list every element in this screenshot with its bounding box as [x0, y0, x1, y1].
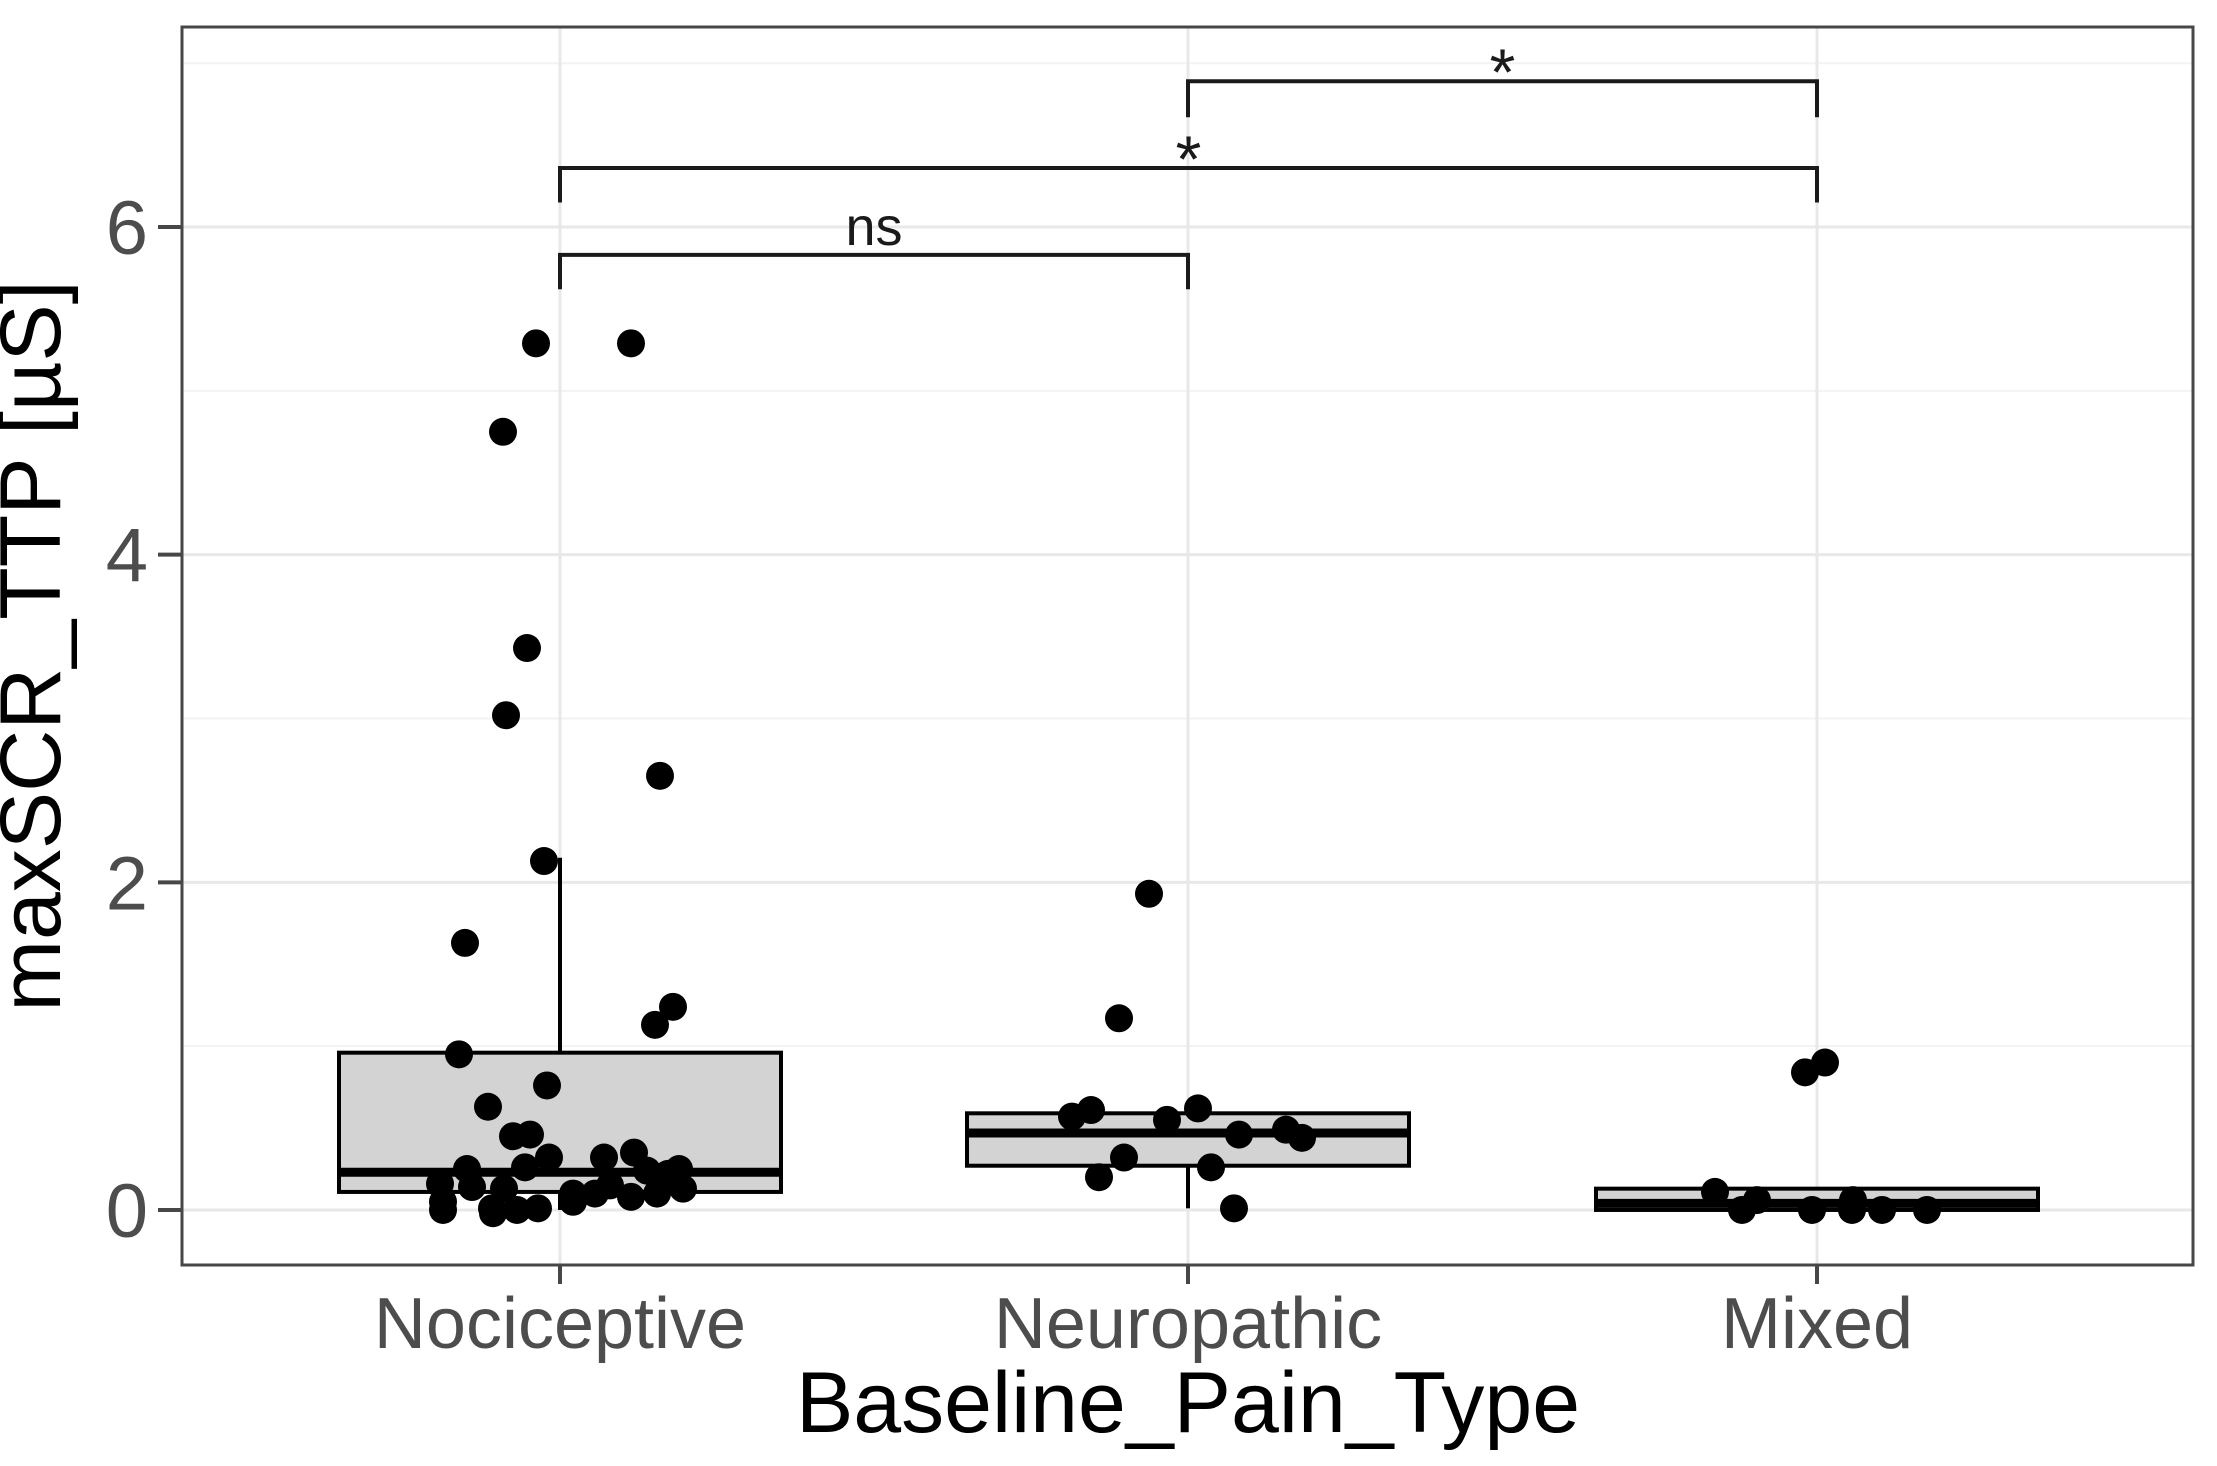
jitter-point [458, 1173, 486, 1202]
x-tick-label: Nociceptive [374, 1284, 746, 1364]
jitter-point [533, 1071, 561, 1100]
jitter-point [1798, 1195, 1826, 1224]
significance-label: * [1176, 122, 1202, 196]
jitter-point [1184, 1094, 1212, 1123]
jitter-point [503, 1195, 531, 1224]
x-tick-label: Mixed [1721, 1284, 1913, 1364]
jitter-point [429, 1195, 457, 1224]
jitter-point [581, 1179, 609, 1208]
jitter-point [617, 329, 645, 358]
jitter-point [1105, 1004, 1133, 1033]
jitter-point [524, 1194, 552, 1223]
jitter-point [451, 928, 479, 957]
jitter-point [559, 1187, 587, 1216]
y-tick-label: 6 [106, 186, 148, 271]
data-layer [337, 329, 2040, 1228]
jitter-point [479, 1199, 507, 1228]
jitter-point [535, 1143, 563, 1172]
jitter-point [530, 847, 558, 876]
jitter-point [646, 761, 674, 790]
x-axis-title: Baseline_Pain_Type [796, 1355, 1580, 1451]
jitter-point [1701, 1177, 1729, 1206]
y-tick-label: 2 [106, 841, 148, 926]
jitter-point [1288, 1123, 1316, 1152]
jitter-point [1058, 1102, 1086, 1131]
y-tick-label: 0 [106, 1169, 148, 1254]
jitter-point [522, 329, 550, 358]
y-tick-label: 4 [106, 514, 148, 599]
significance-bracket [1186, 79, 1819, 118]
jitter-point [669, 1174, 697, 1203]
jitter-point [633, 1156, 661, 1185]
jitter-point [516, 1120, 544, 1149]
jitter-point [513, 634, 541, 663]
jitter-point [641, 1010, 669, 1039]
significance-label: * [1490, 35, 1516, 109]
jitter-point [643, 1179, 671, 1208]
jitter-point [1153, 1105, 1181, 1134]
jitter-point [511, 1153, 539, 1182]
x-tick-label: Neuropathic [994, 1284, 1382, 1364]
jitter-point [1135, 879, 1163, 908]
jitter-point [1913, 1195, 1941, 1224]
jitter-point [1085, 1163, 1113, 1192]
jitter-point [1868, 1195, 1896, 1224]
jitter-point [1728, 1195, 1756, 1224]
jitter-point [617, 1182, 645, 1211]
jitter-point [1220, 1194, 1248, 1223]
jitter-point [474, 1092, 502, 1121]
significance-bracket [558, 166, 1819, 203]
jitter-point [1791, 1058, 1819, 1087]
significance-layer: ns * * [558, 35, 1819, 290]
y-axis-title: maxSCR_TTP [µS] [0, 280, 79, 1011]
jitter-point [1838, 1195, 1866, 1224]
significance-bracket [558, 252, 1190, 290]
jitter-point [590, 1143, 618, 1172]
jitter-point [489, 417, 517, 446]
jitter-point [1225, 1120, 1253, 1149]
jitter-point [1197, 1153, 1225, 1182]
jitter-point [659, 992, 687, 1021]
jitter-point [445, 1040, 473, 1069]
axis-layer: 0 2 4 6 Nociceptive Neuropathic Mixed [106, 186, 1913, 1364]
jitter-point [492, 701, 520, 730]
jitter-point [1110, 1143, 1138, 1172]
significance-label: ns [845, 197, 902, 257]
box-neuropathic [965, 1111, 1411, 1168]
